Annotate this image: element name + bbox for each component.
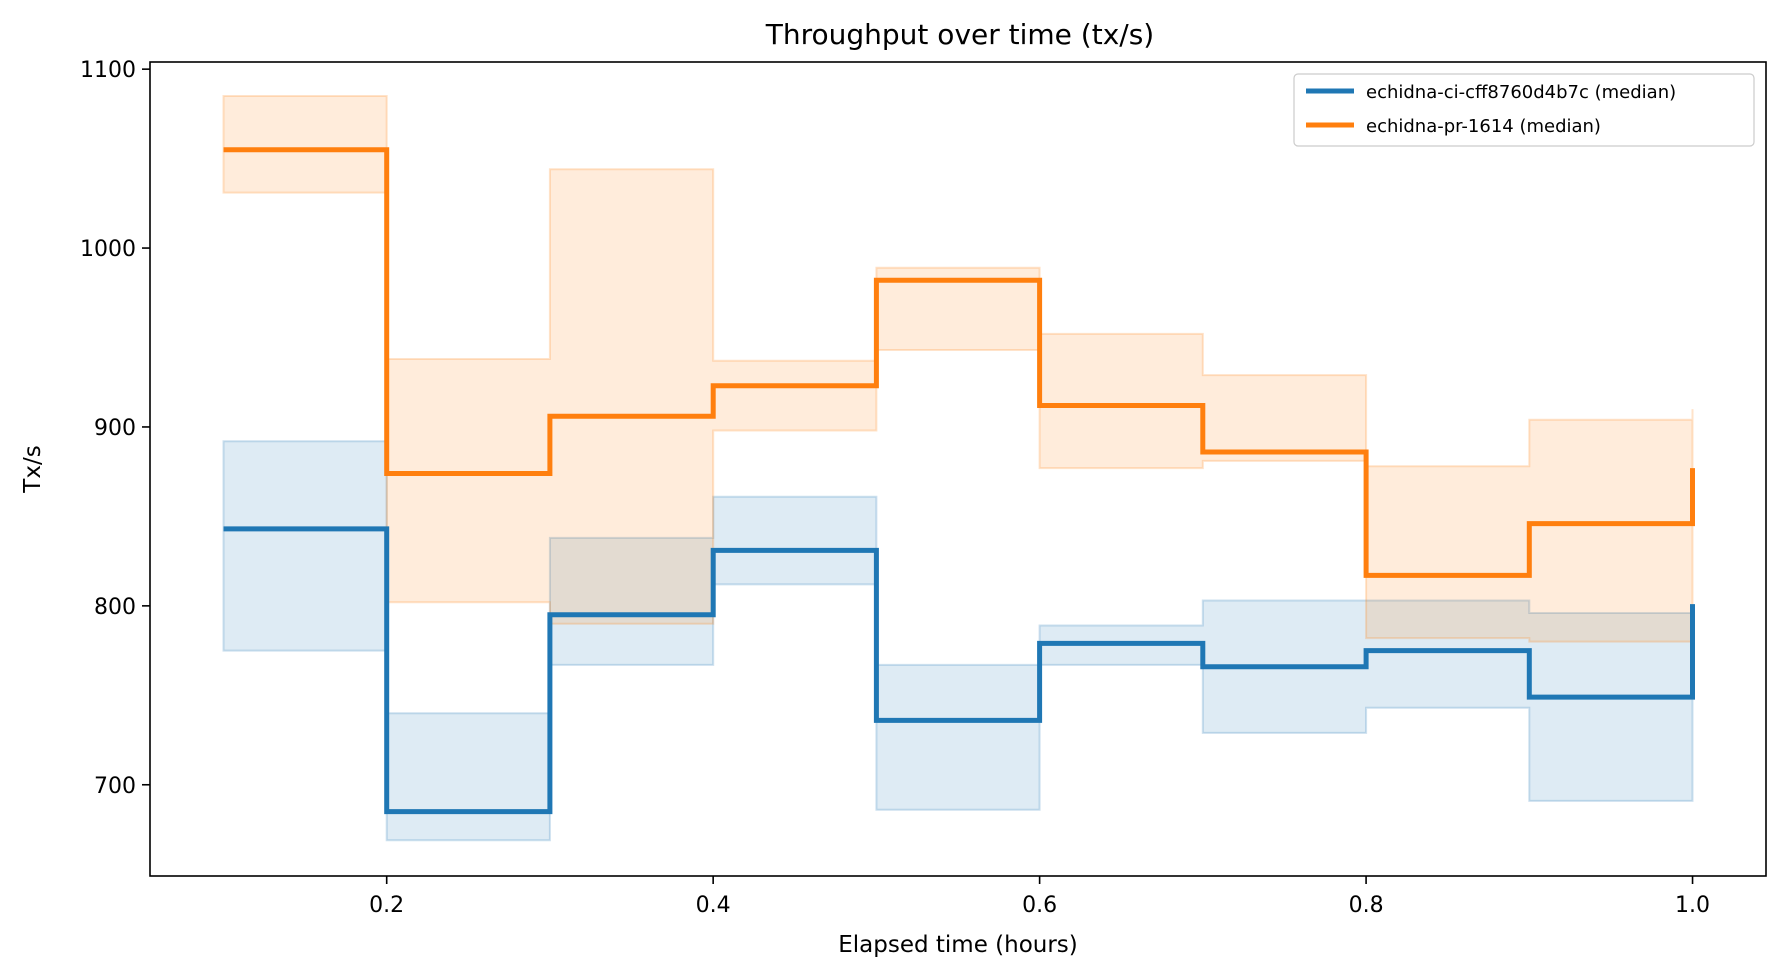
x-axis-ticks: 0.2 0.4 0.6 0.8 1.0 bbox=[369, 876, 1710, 918]
band-series-1 bbox=[222, 440, 1694, 842]
x-tick-label: 0.4 bbox=[696, 893, 731, 918]
legend-label-series-1: echidna-ci-cff8760d4b7c (median) bbox=[1366, 82, 1676, 103]
y-tick-label: 1100 bbox=[80, 58, 136, 83]
legend-label-series-2: echidna-pr-1614 (median) bbox=[1366, 116, 1601, 137]
y-tick-label: 800 bbox=[94, 595, 136, 620]
median-lines bbox=[223, 147, 1695, 815]
median-line-series-2 bbox=[223, 147, 1695, 578]
x-tick-label: 0.6 bbox=[1022, 893, 1057, 918]
x-tick-label: 0.2 bbox=[369, 893, 404, 918]
legend: echidna-ci-cff8760d4b7c (median) echidna… bbox=[1293, 73, 1755, 147]
y-axis-ticks: 700 800 900 1000 1100 bbox=[80, 58, 150, 799]
x-tick-label: 1.0 bbox=[1675, 893, 1710, 918]
plot-frame bbox=[149, 61, 1767, 877]
y-tick-label: 900 bbox=[94, 416, 136, 441]
band-series-2 bbox=[222, 95, 1694, 643]
x-axis-label: Elapsed time (hours) bbox=[838, 932, 1078, 958]
legend-box bbox=[1293, 73, 1755, 147]
median-line-series-1 bbox=[223, 526, 1695, 815]
confidence-bands bbox=[222, 95, 1694, 842]
x-tick-label: 0.8 bbox=[1349, 893, 1384, 918]
y-tick-label: 1000 bbox=[80, 237, 136, 262]
chart-title: Throughput over time (tx/s) bbox=[765, 18, 1154, 51]
y-tick-label: 700 bbox=[94, 774, 136, 799]
y-axis-label: Tx/s bbox=[20, 445, 46, 493]
